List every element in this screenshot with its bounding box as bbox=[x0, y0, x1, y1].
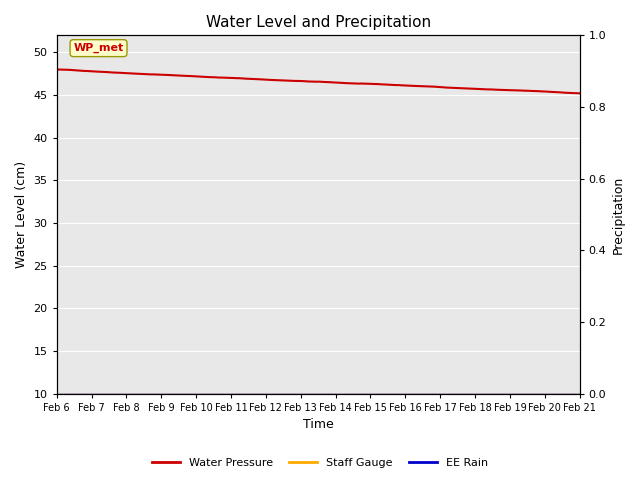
EE Rain bbox=[547, 391, 554, 396]
EE Rain bbox=[53, 391, 61, 396]
Staff Gauge bbox=[226, 391, 234, 396]
Y-axis label: Water Level (cm): Water Level (cm) bbox=[15, 161, 28, 268]
Legend: Water Pressure, Staff Gauge, EE Rain: Water Pressure, Staff Gauge, EE Rain bbox=[147, 453, 493, 472]
EE Rain bbox=[209, 391, 216, 396]
Text: WP_met: WP_met bbox=[74, 43, 124, 53]
Staff Gauge bbox=[117, 391, 125, 396]
Staff Gauge bbox=[235, 391, 243, 396]
Staff Gauge bbox=[53, 391, 61, 396]
EE Rain bbox=[226, 391, 234, 396]
X-axis label: Time: Time bbox=[303, 419, 333, 432]
Y-axis label: Precipitation: Precipitation bbox=[612, 176, 625, 254]
Water Pressure bbox=[547, 89, 554, 95]
Staff Gauge bbox=[282, 391, 289, 396]
Water Pressure bbox=[282, 78, 289, 84]
Staff Gauge bbox=[576, 391, 584, 396]
EE Rain bbox=[117, 391, 125, 396]
Staff Gauge bbox=[209, 391, 216, 396]
Staff Gauge bbox=[547, 391, 554, 396]
Water Pressure bbox=[235, 75, 243, 81]
Water Pressure bbox=[226, 75, 234, 81]
Water Pressure bbox=[209, 74, 216, 80]
Title: Water Level and Precipitation: Water Level and Precipitation bbox=[205, 15, 431, 30]
Line: Water Pressure: Water Pressure bbox=[57, 70, 580, 94]
EE Rain bbox=[235, 391, 243, 396]
Water Pressure bbox=[576, 91, 584, 96]
EE Rain bbox=[576, 391, 584, 396]
Water Pressure bbox=[117, 70, 125, 76]
Water Pressure bbox=[53, 67, 61, 72]
EE Rain bbox=[282, 391, 289, 396]
